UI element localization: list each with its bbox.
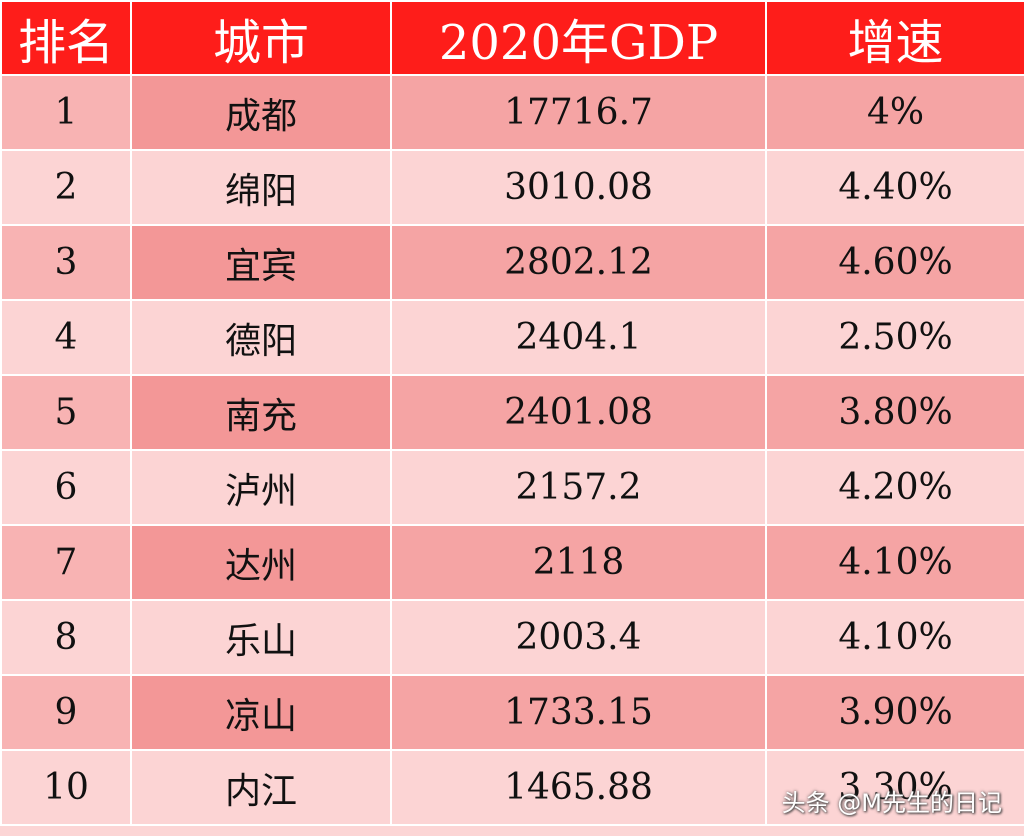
table-cell: 4.60% (765, 224, 1024, 301)
table-cell: 4% (765, 74, 1024, 151)
table-cell: 4.10% (765, 524, 1024, 601)
table-body: 1 成都 17716.7 4% 2 绵阳 3010.08 4.40% 3 宜宾 2802.12 4.6… (0, 74, 1024, 826)
table-row: 6 泸州 2157.2 4.20% (0, 449, 1024, 526)
table-cell: 3.90% (765, 674, 1024, 751)
header-row: 排名 城市 2020年GDP 增速 (0, 0, 1024, 76)
table-row: 10 内江 1465.88 3.30% (0, 749, 1024, 826)
table-cell: 内江 (130, 749, 392, 826)
table-cell: 3.80% (765, 374, 1024, 451)
table-row: 8 乐山 2003.4 4.10% (0, 599, 1024, 676)
table-cell: 2404.1 (390, 299, 767, 376)
table-cell: 10 (0, 749, 132, 826)
table-cell: 3010.08 (390, 149, 767, 226)
table-cell: 德阳 (130, 299, 392, 376)
table-cell: 泸州 (130, 449, 392, 526)
table-cell: 南充 (130, 374, 392, 451)
header-cell: 排名 (0, 0, 132, 76)
table-cell: 2157.2 (390, 449, 767, 526)
table-cell: 9 (0, 674, 132, 751)
table-cell: 1 (0, 74, 132, 151)
table-row: 1 成都 17716.7 4% (0, 74, 1024, 151)
watermark: 头条 @M先生的日记 (781, 789, 1002, 817)
table-cell: 4 (0, 299, 132, 376)
table-row: 5 南充 2401.08 3.80% (0, 374, 1024, 451)
table-row: 9 凉山 1733.15 3.90% (0, 674, 1024, 751)
table-cell: 凉山 (130, 674, 392, 751)
table-cell: 4.40% (765, 149, 1024, 226)
table-cell: 7 (0, 524, 132, 601)
table-row: 7 达州 2118 4.10% (0, 524, 1024, 601)
table-cell: 8 (0, 599, 132, 676)
table-row: 3 宜宾 2802.12 4.60% (0, 224, 1024, 301)
table-row: 2 绵阳 3010.08 4.40% (0, 149, 1024, 226)
table-cell: 4.20% (765, 449, 1024, 526)
table-cell: 3 (0, 224, 132, 301)
table-cell: 2 (0, 149, 132, 226)
table-cell: 1465.88 (390, 749, 767, 826)
header-cell: 2020年GDP (390, 0, 767, 76)
table-cell: 绵阳 (130, 149, 392, 226)
header-cell: 增速 (765, 0, 1024, 76)
table-cell: 达州 (130, 524, 392, 601)
table-cell: 乐山 (130, 599, 392, 676)
table-cell: 宜宾 (130, 224, 392, 301)
table-cell: 成都 (130, 74, 392, 151)
table-cell: 2401.08 (390, 374, 767, 451)
table-cell: 6 (0, 449, 132, 526)
table-cell: 2003.4 (390, 599, 767, 676)
header-cell: 城市 (130, 0, 392, 76)
table-cell: 2118 (390, 524, 767, 601)
table-cell: 4.10% (765, 599, 1024, 676)
table-cell: 5 (0, 374, 132, 451)
table-row: 4 德阳 2404.1 2.50% (0, 299, 1024, 376)
table-cell: 1733.15 (390, 674, 767, 751)
table-cell: 3.30% (765, 749, 1024, 826)
table-cell: 2802.12 (390, 224, 767, 301)
table-cell: 17716.7 (390, 74, 767, 151)
table-cell: 2.50% (765, 299, 1024, 376)
